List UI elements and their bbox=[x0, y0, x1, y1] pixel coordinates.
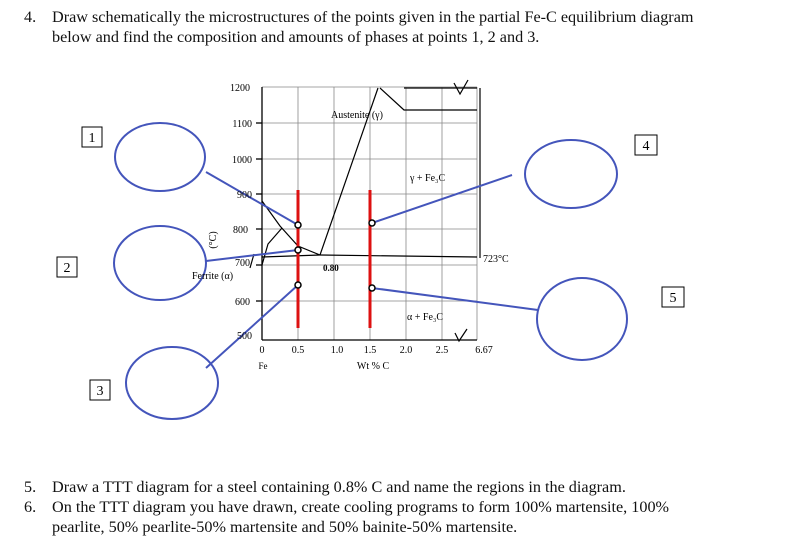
question-number: 5. bbox=[24, 478, 37, 496]
svg-text:1.0: 1.0 bbox=[331, 345, 344, 356]
point-label-4: 4 bbox=[643, 139, 650, 154]
svg-text:0.5: 0.5 bbox=[292, 345, 305, 356]
svg-text:1100: 1100 bbox=[232, 119, 252, 130]
svg-text:0: 0 bbox=[260, 345, 265, 356]
svg-text:600: 600 bbox=[235, 297, 250, 308]
microstructure-circles[interactable] bbox=[113, 122, 628, 420]
eutectoid-label: 0.80 bbox=[323, 263, 339, 273]
eutectoid-temp-label: 723°C bbox=[483, 254, 509, 265]
svg-text:1000: 1000 bbox=[232, 155, 252, 166]
svg-text:800: 800 bbox=[233, 225, 248, 236]
axes bbox=[256, 87, 477, 341]
state-points bbox=[294, 219, 376, 292]
svg-text:900: 900 bbox=[237, 190, 252, 201]
point-4-marker bbox=[368, 219, 376, 227]
svg-text:2.5: 2.5 bbox=[436, 345, 449, 356]
microstructure-circle-5 bbox=[536, 277, 628, 361]
point-5-marker bbox=[368, 284, 376, 292]
gamma-fe3c-label: γ + Fe₃C bbox=[409, 173, 446, 184]
question-text: Draw a TTT diagram for a steel containin… bbox=[52, 478, 626, 496]
microstructure-circle-1 bbox=[114, 122, 206, 192]
question-number: 4. bbox=[24, 8, 37, 26]
question-6: 6. On the TTT diagram you have drawn, cr… bbox=[24, 498, 724, 537]
y-tick-labels: 1200 1100 1000 900 800 700 600 500 bbox=[230, 83, 252, 342]
microstructure-circle-2 bbox=[113, 225, 207, 301]
point-1-marker bbox=[294, 221, 302, 229]
x-tick-labels: 0 0.5 1.0 1.5 2.0 2.5 6.67 bbox=[260, 345, 493, 356]
svg-text:2.0: 2.0 bbox=[400, 345, 413, 356]
microstructure-circle-3 bbox=[125, 346, 219, 420]
question-text: On the TTT diagram you have drawn, creat… bbox=[52, 498, 670, 536]
point-label-3: 3 bbox=[97, 384, 104, 399]
connector-lines bbox=[205, 171, 539, 369]
composition-lines bbox=[296, 190, 372, 328]
svg-text:700: 700 bbox=[235, 258, 250, 269]
question-text: Draw schematically the microstructures o… bbox=[52, 8, 694, 46]
point-label-5: 5 bbox=[670, 291, 677, 306]
svg-text:1.5: 1.5 bbox=[364, 345, 377, 356]
svg-text:500: 500 bbox=[237, 331, 252, 342]
svg-text:1200: 1200 bbox=[230, 83, 250, 94]
question-5: 5. Draw a TTT diagram for a steel contai… bbox=[24, 478, 724, 498]
point-label-1: 1 bbox=[89, 131, 96, 146]
check-mark-bottom bbox=[454, 328, 468, 343]
x-axis-label: Wt % C bbox=[357, 361, 390, 372]
check-mark-top bbox=[453, 79, 469, 96]
point-3-marker bbox=[294, 281, 302, 289]
y-axis-label: (°C) bbox=[208, 231, 219, 248]
ferrite-label: Ferrite (α) bbox=[192, 271, 233, 282]
austenite-label: Austenite (γ) bbox=[331, 110, 383, 121]
point-label-2: 2 bbox=[64, 261, 71, 276]
fe-label: Fe bbox=[259, 361, 268, 371]
point-2-marker bbox=[294, 246, 302, 254]
phase-boundaries bbox=[249, 87, 481, 269]
question-4: 4. Draw schematically the microstructure… bbox=[24, 8, 714, 47]
microstructure-circle-4 bbox=[524, 139, 618, 209]
question-number: 6. bbox=[24, 498, 37, 516]
label-boxes bbox=[56, 126, 685, 401]
alpha-fe3c-label: α + Fe₃C bbox=[407, 312, 443, 323]
x-end-label: 6.67 bbox=[475, 345, 493, 356]
